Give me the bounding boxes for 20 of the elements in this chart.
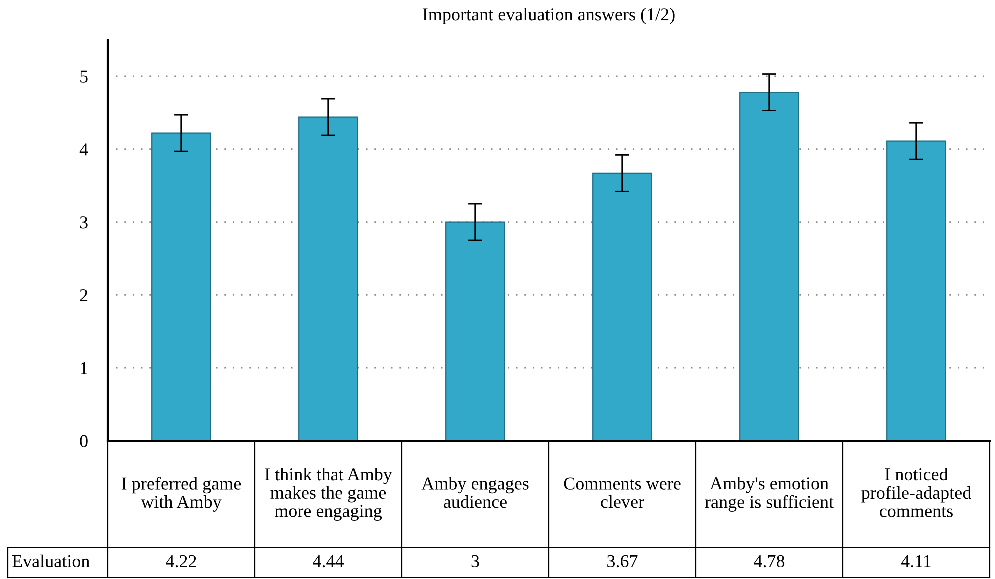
x-tick-label: I noticed profile-adapted comments <box>862 468 972 518</box>
y-tick-label: 4 <box>80 144 88 156</box>
x-tick-label: Amby engages audience <box>422 477 529 508</box>
data-label: 4.44 <box>313 555 344 568</box>
x-tick-label: Amby's emotion range is sufficient <box>705 477 834 512</box>
x-tick-label: I think that Amby makes the game more engaging <box>265 468 392 522</box>
x-tick-label: Comments were clever <box>564 478 681 508</box>
data-label: 3.67 <box>608 555 638 568</box>
y-tick-label: 2 <box>80 289 88 302</box>
data-label: 4.22 <box>166 555 196 568</box>
data-label: 4.78 <box>754 555 785 568</box>
x-tick-label: I preferred game with Amby <box>122 477 242 512</box>
y-tick-label: 3 <box>80 216 88 229</box>
chart-title: Important evaluation answers (1/2) <box>423 8 675 24</box>
y-tick-label: 0 <box>80 435 88 448</box>
y-tick-label: 5 <box>80 70 88 83</box>
y-tick-label: 1 <box>81 362 88 374</box>
text: Evaluation <box>12 554 90 568</box>
data-label: 4.11 <box>901 555 931 568</box>
data-label: 3 <box>472 555 480 568</box>
